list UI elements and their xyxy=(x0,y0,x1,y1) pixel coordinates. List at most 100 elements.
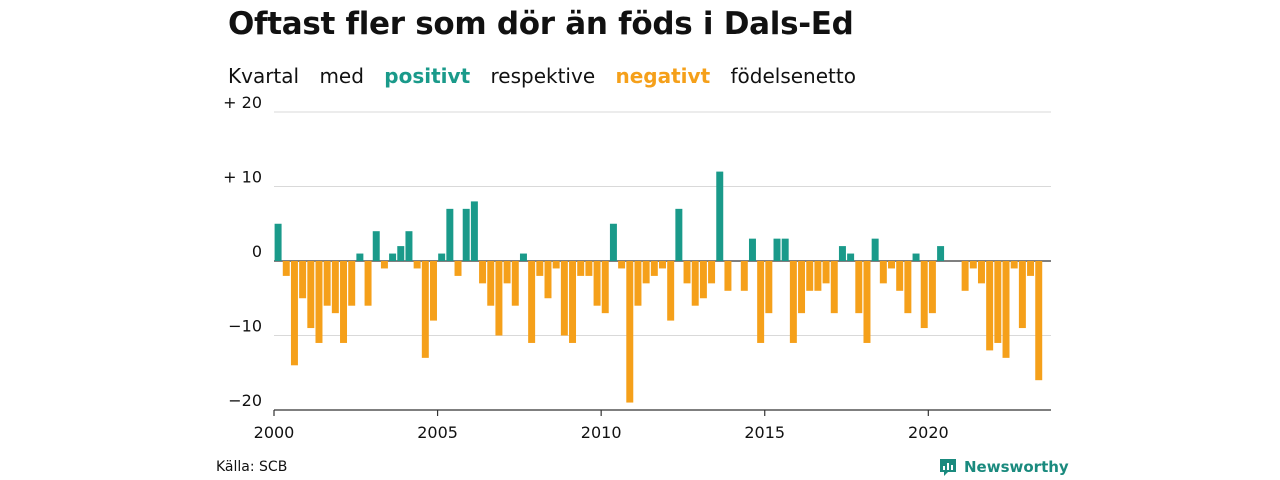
bar xyxy=(560,261,568,336)
bar xyxy=(544,261,552,299)
bar xyxy=(961,261,969,291)
bar xyxy=(838,246,846,261)
bar xyxy=(634,261,642,306)
bar xyxy=(413,261,421,269)
subtitle-word-birth-net: födelsenetto xyxy=(730,64,856,88)
bar xyxy=(659,261,666,269)
subtitle-word-quarter: Kvartal xyxy=(228,64,300,88)
bar xyxy=(1027,261,1035,276)
bar xyxy=(691,261,699,306)
bar xyxy=(372,231,380,261)
bar xyxy=(348,261,356,306)
bar xyxy=(814,261,822,291)
newsworthy-logo-icon xyxy=(940,459,956,476)
bar xyxy=(920,261,928,329)
subtitle-negative-legend: negativt xyxy=(615,64,711,88)
x-tick-label: 2010 xyxy=(581,423,622,442)
bar xyxy=(421,261,429,358)
bar xyxy=(593,261,601,306)
bar xyxy=(1035,261,1043,381)
bar xyxy=(675,208,683,261)
newsworthy-logo: Newsworthy xyxy=(938,457,1069,477)
bar xyxy=(847,253,855,261)
y-tick-labels: + 20 + 10 0 −10 −20 xyxy=(223,93,262,410)
y-tick-label: + 20 xyxy=(223,93,262,112)
bars xyxy=(274,171,1043,403)
subtitle-word-respectively: respektive xyxy=(490,64,596,88)
bar xyxy=(773,238,781,261)
bar xyxy=(986,261,994,351)
chart-title: Oftast fler som dör än föds i Dals-Ed xyxy=(228,6,854,42)
bar xyxy=(454,261,462,276)
bar xyxy=(577,261,585,276)
bar xyxy=(331,261,339,314)
bar xyxy=(708,261,716,284)
bar xyxy=(757,261,765,343)
bar xyxy=(781,238,789,261)
y-tick-label: −20 xyxy=(228,391,262,410)
bar xyxy=(912,253,920,261)
bar xyxy=(552,261,560,269)
bar xyxy=(274,223,282,261)
bar xyxy=(888,261,895,269)
bar xyxy=(806,261,814,291)
bar xyxy=(397,246,405,261)
bar xyxy=(364,261,372,306)
bar xyxy=(462,208,470,261)
bar xyxy=(479,261,487,284)
bar xyxy=(340,261,348,343)
bar xyxy=(528,261,536,343)
x-tick-label: 2000 xyxy=(254,423,295,442)
bar xyxy=(904,261,912,314)
bar xyxy=(315,261,323,343)
y-tick-label: −10 xyxy=(228,317,262,336)
bar xyxy=(748,238,756,261)
bar xyxy=(879,261,887,284)
bar xyxy=(667,261,675,321)
bar xyxy=(724,261,732,291)
bar xyxy=(969,261,977,269)
bar xyxy=(495,261,503,336)
x-tick-label: 2020 xyxy=(908,423,949,442)
subtitle-word-with: med xyxy=(319,64,364,88)
bar xyxy=(937,246,945,261)
y-tick-label: + 10 xyxy=(223,168,262,187)
bar xyxy=(683,261,691,284)
bar xyxy=(511,261,519,306)
bar xyxy=(618,261,626,269)
bar xyxy=(765,261,773,314)
bar xyxy=(609,223,617,261)
bar xyxy=(822,261,830,284)
bar xyxy=(789,261,797,343)
bar xyxy=(487,261,495,306)
bar xyxy=(601,261,609,314)
x-axis: 2000 2005 2010 2015 2020 xyxy=(254,409,1051,442)
bar xyxy=(430,261,437,321)
bar xyxy=(928,261,936,314)
bar xyxy=(871,238,879,261)
bar xyxy=(896,261,904,291)
bar xyxy=(830,261,838,314)
bar xyxy=(626,261,634,403)
bar xyxy=(519,253,527,261)
bar xyxy=(438,253,446,261)
bar xyxy=(1018,261,1026,329)
bar xyxy=(994,261,1002,343)
bar xyxy=(307,261,315,329)
bar xyxy=(642,261,650,284)
y-tick-label: 0 xyxy=(252,242,262,261)
bar xyxy=(650,261,658,276)
x-tick-label: 2015 xyxy=(744,423,785,442)
bar xyxy=(503,261,511,284)
bar xyxy=(446,208,454,261)
bar xyxy=(282,261,290,276)
bar xyxy=(323,261,331,306)
bar xyxy=(855,261,863,314)
bar xyxy=(863,261,871,343)
bar xyxy=(699,261,707,299)
bar xyxy=(380,261,388,269)
bar xyxy=(585,261,593,276)
bar xyxy=(1002,261,1010,358)
bar xyxy=(716,171,724,261)
